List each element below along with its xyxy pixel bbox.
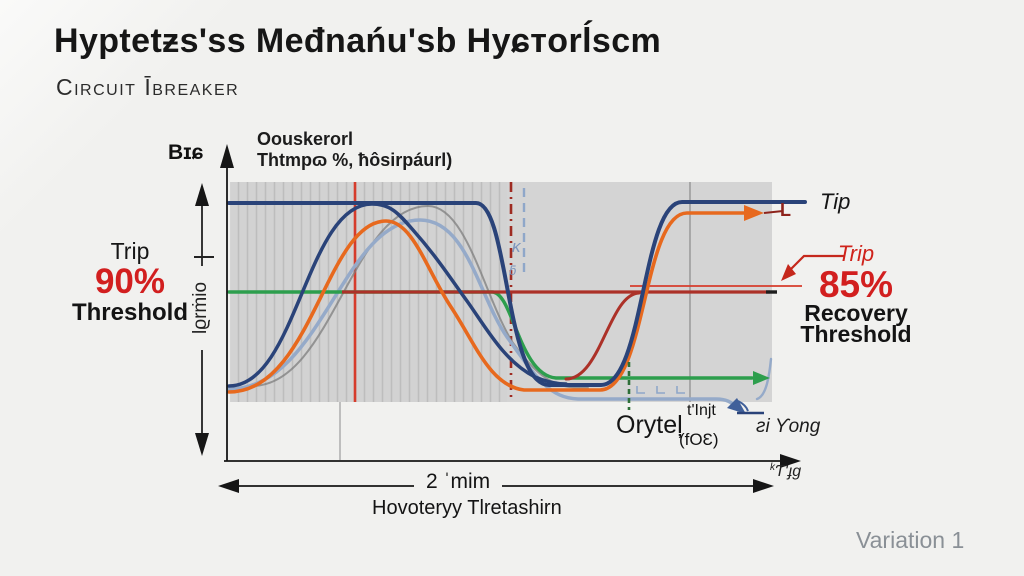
- recovery-caption1: Recovery: [804, 300, 908, 326]
- l-connector: [763, 210, 784, 214]
- recovery-threshold-label: Trip 85% Recovery Threshold: [792, 241, 920, 347]
- tip-label: Tip: [820, 189, 851, 214]
- chart-note-line1: Oouskerorl: [257, 129, 354, 149]
- x-span-label: 2 ˈmim: [414, 470, 503, 494]
- fig-label-sup: k: [770, 462, 775, 473]
- trip-value: 90%: [94, 262, 166, 301]
- chart-note: Oouskerorl Thtmpɷ %, ħôsirpáurl): [257, 129, 452, 171]
- x-axis-caption: Hovoteryy Tlretashirn: [372, 497, 562, 519]
- recovery-caption2: Threshold: [800, 321, 912, 347]
- strong-label: ƨi ϒong: [756, 416, 821, 437]
- chart-note-line2: Thtmpɷ %, ħôsirpáurl): [257, 150, 453, 170]
- curve-gray-bell: [251, 204, 589, 389]
- curve-steel-right-hook: [755, 357, 773, 401]
- curve-load-orange: [227, 211, 746, 394]
- outlet-superscript: t'Injt: [687, 402, 716, 419]
- kappa-label: κ: [512, 237, 521, 256]
- x-span-arrow-left: [218, 479, 239, 493]
- steel-arrow-flick: [737, 400, 749, 412]
- curve-output-upper-branch: [227, 200, 807, 387]
- outlet-subscript: (fOƐ): [679, 430, 719, 449]
- trip-caption: Threshold: [71, 299, 188, 326]
- y-axis-top-label: Bɪɕ: [168, 141, 204, 164]
- callout-red-arrowhead: [781, 264, 796, 281]
- flag-label: ƃ: [509, 263, 517, 278]
- callout-red-line: [785, 254, 845, 275]
- y-axis-label: lϱrṁio: [189, 266, 213, 350]
- page-subtitle: Circuit Ībreaker: [56, 74, 240, 100]
- y-range-arrow-top: [195, 183, 209, 206]
- recovery-word: Trip: [837, 241, 875, 266]
- steel-bracket-ticks: [636, 386, 685, 394]
- trip-threshold-label: Trip 90% Threshold: [46, 238, 214, 326]
- y-axis-arrowhead: [220, 144, 234, 168]
- watermark: Variation 1: [856, 527, 965, 553]
- outlet-label: Oryteļ: [616, 411, 683, 439]
- x-span-arrow-right: [753, 479, 774, 493]
- fig-label-main: Ƭ'ɟg: [775, 463, 802, 480]
- curve-recovery-rise: [564, 291, 641, 381]
- curve-filtered-steel: [227, 218, 739, 410]
- fig-label: kƬ'ɟg: [770, 462, 801, 481]
- trip-word: Trip: [110, 238, 150, 264]
- orange-arrowhead: [744, 205, 764, 221]
- y-range-arrow-bottom: [195, 433, 209, 456]
- page-title: Hyptetƶs'ss Međnańu'sb Hyɕтorĺscm: [54, 22, 662, 60]
- steel-down-arrowhead: [727, 398, 746, 414]
- x-axis-arrowhead: [780, 454, 801, 468]
- l-label: L: [780, 200, 791, 220]
- green-arrowhead: [753, 371, 770, 385]
- recovery-value: 85%: [818, 264, 894, 305]
